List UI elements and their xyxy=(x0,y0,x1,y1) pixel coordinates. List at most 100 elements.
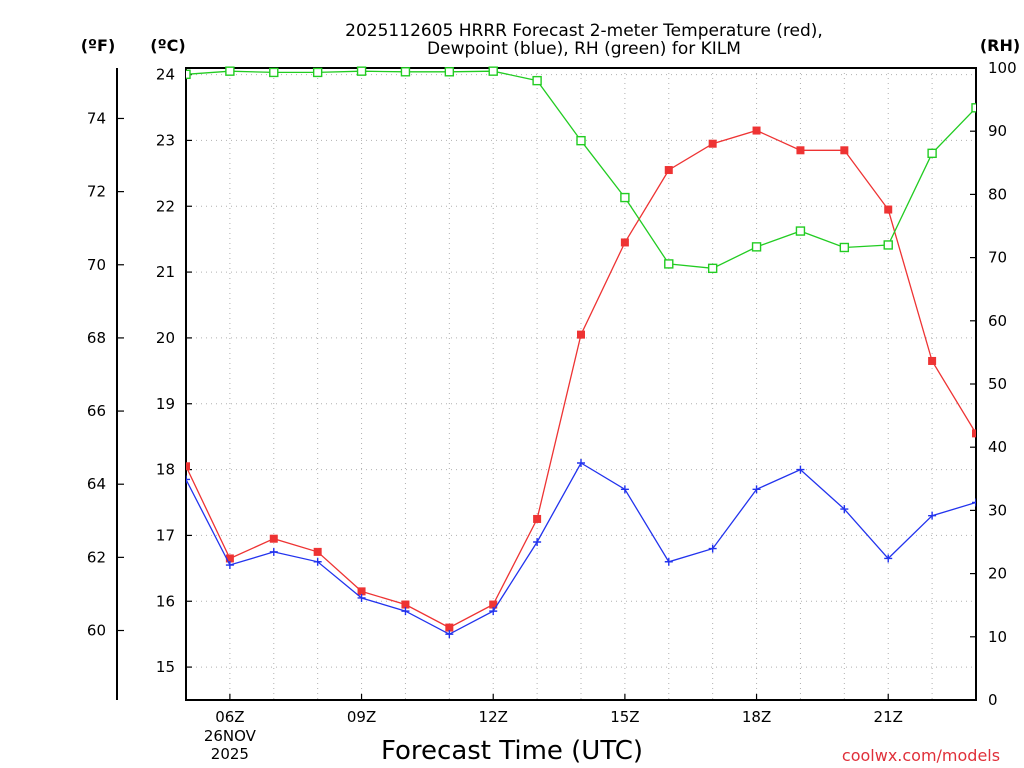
dewpoint-point xyxy=(796,465,805,474)
temperature-point xyxy=(840,146,849,155)
temperature-point xyxy=(708,139,717,148)
temperature-point xyxy=(796,146,805,155)
dewpoint-point xyxy=(533,538,542,546)
x-tick-label: 18Z xyxy=(742,708,771,726)
celsius-tick-label: 22 xyxy=(156,197,175,215)
temperature-point xyxy=(445,623,454,632)
temperature-point xyxy=(533,514,542,523)
temperature-point xyxy=(884,205,893,214)
celsius-tick-label: 20 xyxy=(156,329,175,347)
rh-tick-label: 50 xyxy=(988,375,1007,393)
celsius-tick-label: 19 xyxy=(156,395,175,413)
dewpoint-point xyxy=(664,557,673,566)
fahrenheit-unit-label: (ºF) xyxy=(81,36,116,55)
temperature-point xyxy=(186,462,190,471)
dewpoint-point xyxy=(620,485,629,494)
celsius-unit-label: (ºC) xyxy=(150,36,185,55)
rh-point xyxy=(225,66,235,76)
temperature-point xyxy=(401,600,410,609)
x-tick-label: 12Z xyxy=(479,708,508,726)
temperature-point xyxy=(489,600,498,609)
rh-point xyxy=(488,66,498,76)
rh-point xyxy=(751,242,762,252)
dewpoint-point xyxy=(577,459,585,467)
x-tick-label: 06Z xyxy=(215,708,244,726)
dewpoint-point xyxy=(445,630,454,639)
celsius-tick-label: 16 xyxy=(156,592,175,610)
rh-point xyxy=(400,67,411,77)
dewpoint-point xyxy=(225,561,234,570)
temperature-point xyxy=(972,429,976,438)
temperature-point xyxy=(664,166,673,175)
rh-point xyxy=(883,240,893,250)
fahrenheit-tick-label: 72 xyxy=(87,183,106,201)
fahrenheit-tick-label: 62 xyxy=(87,548,106,566)
fahrenheit-tick-label: 66 xyxy=(87,402,106,420)
dewpoint-point xyxy=(928,511,937,520)
celsius-tick-label: 23 xyxy=(156,131,175,149)
rh-point xyxy=(269,67,279,78)
rh-point xyxy=(927,148,937,159)
dewpoint-point xyxy=(972,498,976,507)
chart-title-line-1: 2025112605 HRRR Forecast 2-meter Tempera… xyxy=(345,21,823,41)
fahrenheit-tick-label: 60 xyxy=(87,622,106,640)
rh-unit-label: (RH) xyxy=(980,36,1020,55)
rh-tick-label: 20 xyxy=(988,565,1007,583)
fahrenheit-tick-label: 68 xyxy=(87,329,106,347)
rh-point xyxy=(444,67,455,77)
rh-tick-label: 90 xyxy=(988,122,1007,140)
dewpoint-point xyxy=(186,475,190,484)
rh-point xyxy=(971,103,976,113)
tick-labels: 60 62 64 66 68 70 72 74 15 16 17 18 19 20 21 22 23 24 0 10 2… xyxy=(87,59,1017,763)
x-tick-date-label: 2025 xyxy=(211,745,249,763)
temperature-point xyxy=(752,126,761,135)
rh-point xyxy=(620,192,630,203)
rh-point xyxy=(186,69,191,80)
gridlines xyxy=(186,68,976,700)
temperature-point xyxy=(620,238,629,247)
temperature-point xyxy=(577,330,585,339)
temperature-point xyxy=(225,554,234,563)
rh-tick-label: 60 xyxy=(988,312,1007,330)
fahrenheit-tick-label: 74 xyxy=(87,109,106,127)
x-tick-label: 09Z xyxy=(347,708,376,726)
x-axis-label: Forecast Time (UTC) xyxy=(381,736,643,766)
dewpoint-point xyxy=(708,544,717,553)
dewpoint-point xyxy=(357,593,366,602)
rh-point xyxy=(576,135,586,146)
fahrenheit-tick-label: 64 xyxy=(87,475,106,493)
rh-tick-label: 0 xyxy=(988,691,998,709)
rh-point xyxy=(664,259,674,269)
rh-tick-label: 70 xyxy=(988,249,1007,267)
rh-point xyxy=(532,75,542,86)
dewpoint-point xyxy=(884,554,893,563)
fahrenheit-tick-label: 70 xyxy=(87,256,106,274)
source-credit: coolwx.com/models xyxy=(842,746,1000,765)
temperature-point xyxy=(313,547,322,556)
rh-tick-label: 10 xyxy=(988,628,1007,646)
x-tick-label: 15Z xyxy=(610,708,639,726)
temperature-point xyxy=(357,587,366,596)
dewpoint-point xyxy=(752,485,761,494)
dewpoint-point xyxy=(313,557,322,566)
celsius-tick-label: 15 xyxy=(156,658,175,676)
chart-title-line-2: Dewpoint (blue), RH (green) for KILM xyxy=(427,39,741,59)
celsius-tick-label: 18 xyxy=(156,461,175,479)
celsius-tick-label: 21 xyxy=(156,263,175,281)
rh-point xyxy=(356,66,367,76)
x-tick-date-label: 26NOV xyxy=(204,727,257,745)
rh-tick-label: 100 xyxy=(988,59,1017,77)
dewpoint-point xyxy=(489,607,498,616)
rh-tick-label: 40 xyxy=(988,438,1007,456)
celsius-tick-label: 24 xyxy=(156,66,175,84)
celsius-tick-label: 17 xyxy=(156,526,175,544)
axes xyxy=(116,67,977,701)
rh-point xyxy=(707,263,718,274)
rh-point xyxy=(839,242,850,253)
rh-point xyxy=(312,67,323,78)
dewpoint-point xyxy=(840,505,849,514)
rh-tick-label: 30 xyxy=(988,501,1007,519)
data-series xyxy=(186,66,976,639)
rh-tick-label: 80 xyxy=(988,185,1007,203)
